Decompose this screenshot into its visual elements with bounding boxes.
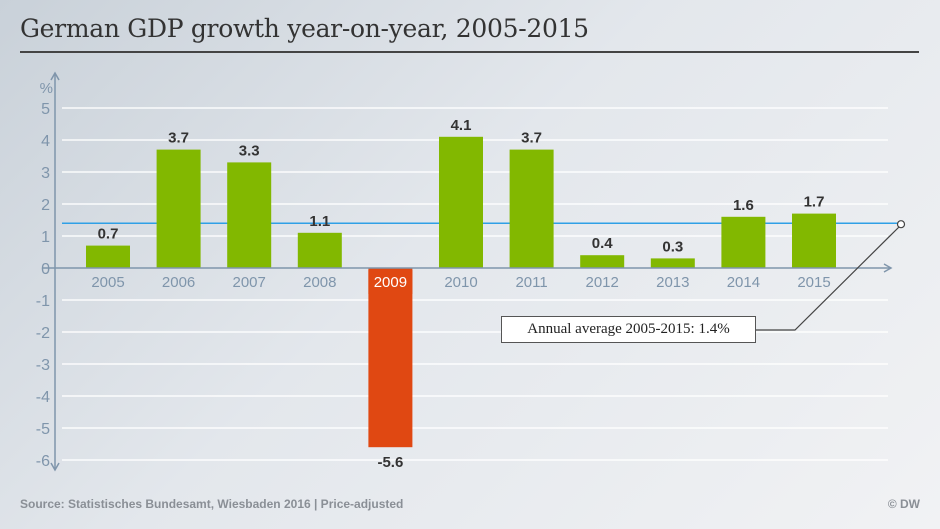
data-label: 3.7 (521, 130, 542, 147)
x-tick-label: 2010 (444, 274, 477, 291)
y-tick-label: 2 (41, 197, 50, 214)
y-tick-label: -1 (36, 293, 50, 310)
y-tick-label: 3 (41, 165, 50, 182)
data-label: 3.3 (239, 142, 260, 159)
category-label-bg (368, 270, 413, 294)
y-tick-label: -2 (36, 325, 50, 342)
y-tick-label: -3 (36, 357, 50, 374)
y-tick-label: 4 (41, 133, 50, 150)
y-tick-label: -6 (36, 453, 50, 470)
data-label: -5.6 (377, 454, 403, 471)
bar (156, 149, 201, 268)
y-axis-label: % (40, 80, 53, 97)
annotation-marker (896, 220, 906, 229)
data-label: 1.7 (804, 194, 825, 211)
x-tick-label: 2009 (374, 274, 407, 291)
x-tick-label: 2011 (515, 274, 547, 291)
y-axis-arrow-icon (50, 71, 60, 81)
bar (580, 255, 625, 268)
y-tick-label: -4 (36, 389, 50, 406)
x-tick-label: 2007 (233, 274, 266, 291)
annotation-leader (756, 225, 901, 331)
average-annotation: Annual average 2005-2015: 1.4% (501, 316, 756, 343)
bar (721, 216, 766, 268)
x-tick-label: 2008 (303, 274, 336, 291)
chart-title: German GDP growth year-on-year, 2005-201… (20, 14, 589, 43)
x-tick-label: 2006 (162, 274, 195, 291)
y-axis-arrow-down-icon (50, 462, 60, 472)
y-tick-label: 0 (41, 261, 50, 278)
data-label: 4.1 (451, 117, 472, 134)
x-tick-label: 2012 (586, 274, 619, 291)
y-tick-label: -5 (36, 421, 50, 438)
x-tick-label: 2013 (656, 274, 689, 291)
bar (297, 232, 342, 268)
data-label: 0.3 (662, 238, 683, 255)
bar (368, 268, 413, 448)
x-axis-arrow-icon (883, 263, 893, 273)
bar (509, 149, 554, 268)
data-label: 3.7 (168, 130, 189, 147)
x-tick-label: 2014 (727, 274, 760, 291)
credit: © DW (887, 497, 920, 511)
bar (227, 162, 272, 268)
bar (86, 245, 130, 268)
data-label: 1.6 (733, 197, 754, 214)
x-tick-label: 2005 (91, 274, 124, 291)
y-tick-label: 1 (41, 229, 50, 246)
data-label: 0.4 (592, 235, 614, 252)
y-tick-label: 5 (41, 101, 50, 118)
bar (650, 258, 695, 268)
source-note: Source: Statistisches Bundesamt, Wiesbad… (20, 497, 404, 511)
data-label: 0.7 (98, 226, 119, 243)
title-divider (20, 51, 919, 53)
bar (792, 213, 836, 268)
x-tick-label: 2015 (797, 274, 830, 291)
bar (439, 136, 483, 268)
data-label: 1.1 (309, 213, 330, 230)
